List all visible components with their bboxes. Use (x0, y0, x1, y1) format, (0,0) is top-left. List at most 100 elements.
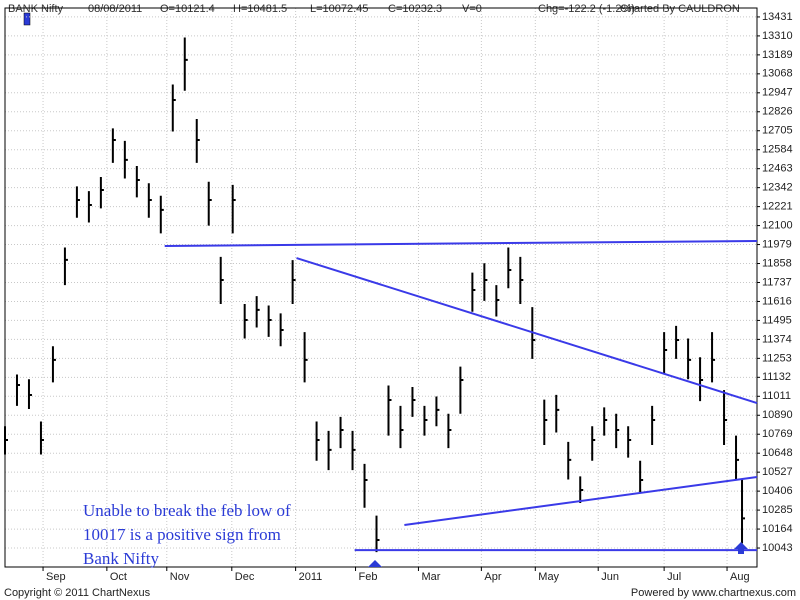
arrow-marker (368, 560, 382, 567)
open: O=10121.4 (160, 3, 215, 15)
price-bar (711, 332, 716, 383)
y-tick-label: 10527 (762, 466, 793, 478)
x-tick-label: Aug (730, 571, 750, 583)
y-tick-label: 12947 (762, 87, 793, 99)
price-bar (555, 394, 560, 433)
price-bar (159, 195, 164, 234)
y-tick-label: 11011 (762, 390, 791, 402)
y-tick-label: 10769 (762, 428, 793, 440)
price-bar (279, 313, 284, 347)
price-bar (123, 140, 128, 179)
price-bar (519, 256, 524, 304)
price-bar (327, 430, 332, 471)
y-tick-label: 12221 (762, 201, 793, 213)
y-tick-label: 10043 (762, 542, 793, 554)
price-bar (99, 176, 104, 209)
price-bar (411, 387, 416, 417)
price-bar (459, 366, 464, 414)
price-bar (339, 416, 344, 449)
price-bar (471, 272, 476, 312)
price-bar (699, 357, 704, 402)
price-bar (207, 181, 212, 226)
y-tick-label: 11858 (762, 257, 792, 269)
symbol: BANK Nifty (8, 3, 64, 15)
x-tick-label: Feb (359, 571, 378, 583)
price-bar (579, 476, 584, 504)
x-tick-label: Oct (110, 571, 127, 583)
annotation: 10017 is a positive sign from (83, 525, 281, 544)
price-bar (387, 385, 392, 436)
price-bar (243, 303, 248, 339)
price-bar (399, 405, 404, 449)
price-bar (651, 405, 656, 446)
y-tick-label: 10164 (762, 523, 793, 535)
y-tick-label: 10648 (762, 447, 793, 459)
trend-line (296, 257, 758, 404)
price-bar (363, 463, 368, 508)
price-bar (195, 118, 200, 163)
price-bar (39, 421, 44, 455)
price-bar (627, 426, 632, 458)
price-bar (171, 84, 176, 132)
price-bar (447, 413, 452, 449)
price-bar (483, 263, 488, 301)
y-tick-label: 12705 (762, 125, 793, 137)
price-bar (435, 396, 440, 427)
y-tick-label: 13189 (762, 49, 793, 61)
y-tick-label: 12342 (762, 182, 793, 194)
x-tick-label: Nov (170, 571, 190, 583)
price-bar (603, 407, 608, 436)
arrow-marker (734, 542, 748, 554)
y-tick-label: 11253 (762, 352, 792, 364)
high: H=10481.5 (233, 3, 287, 15)
price-bar (219, 256, 224, 304)
annotation: Bank Nifty (83, 549, 160, 568)
y-tick-label: 10285 (762, 504, 793, 516)
price-bar (111, 128, 116, 163)
date: 08/08/2011 (88, 3, 142, 15)
close: C=10232.3 (388, 3, 442, 15)
x-tick-label: May (538, 571, 559, 583)
y-tick-label: 13068 (762, 68, 793, 80)
x-tick-label: Jul (667, 571, 681, 583)
price-bar (231, 184, 236, 234)
volume: V=0 (462, 3, 482, 15)
y-tick-label: 11374 (762, 333, 792, 345)
trend-line (404, 476, 758, 526)
price-bar (267, 305, 272, 337)
price-bar (351, 430, 356, 471)
y-tick-label: 10890 (762, 409, 793, 421)
price-bar (741, 479, 746, 544)
price-bar (255, 296, 260, 328)
y-tick-label: 11737 (762, 276, 792, 288)
price-bar (27, 379, 32, 409)
price-bar (567, 441, 572, 480)
trend-line (164, 239, 758, 247)
price-bar (183, 37, 188, 91)
low: L=10072.45 (310, 3, 368, 15)
price-bar (4, 426, 8, 455)
y-tick-label: 11495 (762, 314, 792, 326)
copyright: Copyright © 2011 ChartNexus (4, 587, 151, 599)
price-bar (303, 332, 308, 383)
price-bar (495, 285, 500, 317)
price-bar (75, 186, 80, 218)
y-tick-label: 12463 (762, 163, 793, 175)
price-bar (375, 515, 380, 553)
y-tick-label: 12826 (762, 106, 793, 118)
y-tick-label: 11979 (762, 238, 792, 250)
y-tick-label: 11132 (762, 371, 791, 383)
change: Chg=-122.2 (-1.2%) (538, 3, 635, 15)
price-bar (723, 390, 728, 446)
price-bar (147, 183, 152, 218)
x-tick-label: Jun (601, 571, 619, 583)
y-tick-label: 13310 (762, 30, 793, 42)
price-bar (291, 260, 296, 304)
x-tick-label: Dec (235, 571, 255, 583)
price-bar (51, 346, 56, 383)
charted-by: Charted By CAULDRON (620, 3, 740, 15)
price-bar (615, 413, 620, 449)
price-bar (675, 325, 680, 359)
